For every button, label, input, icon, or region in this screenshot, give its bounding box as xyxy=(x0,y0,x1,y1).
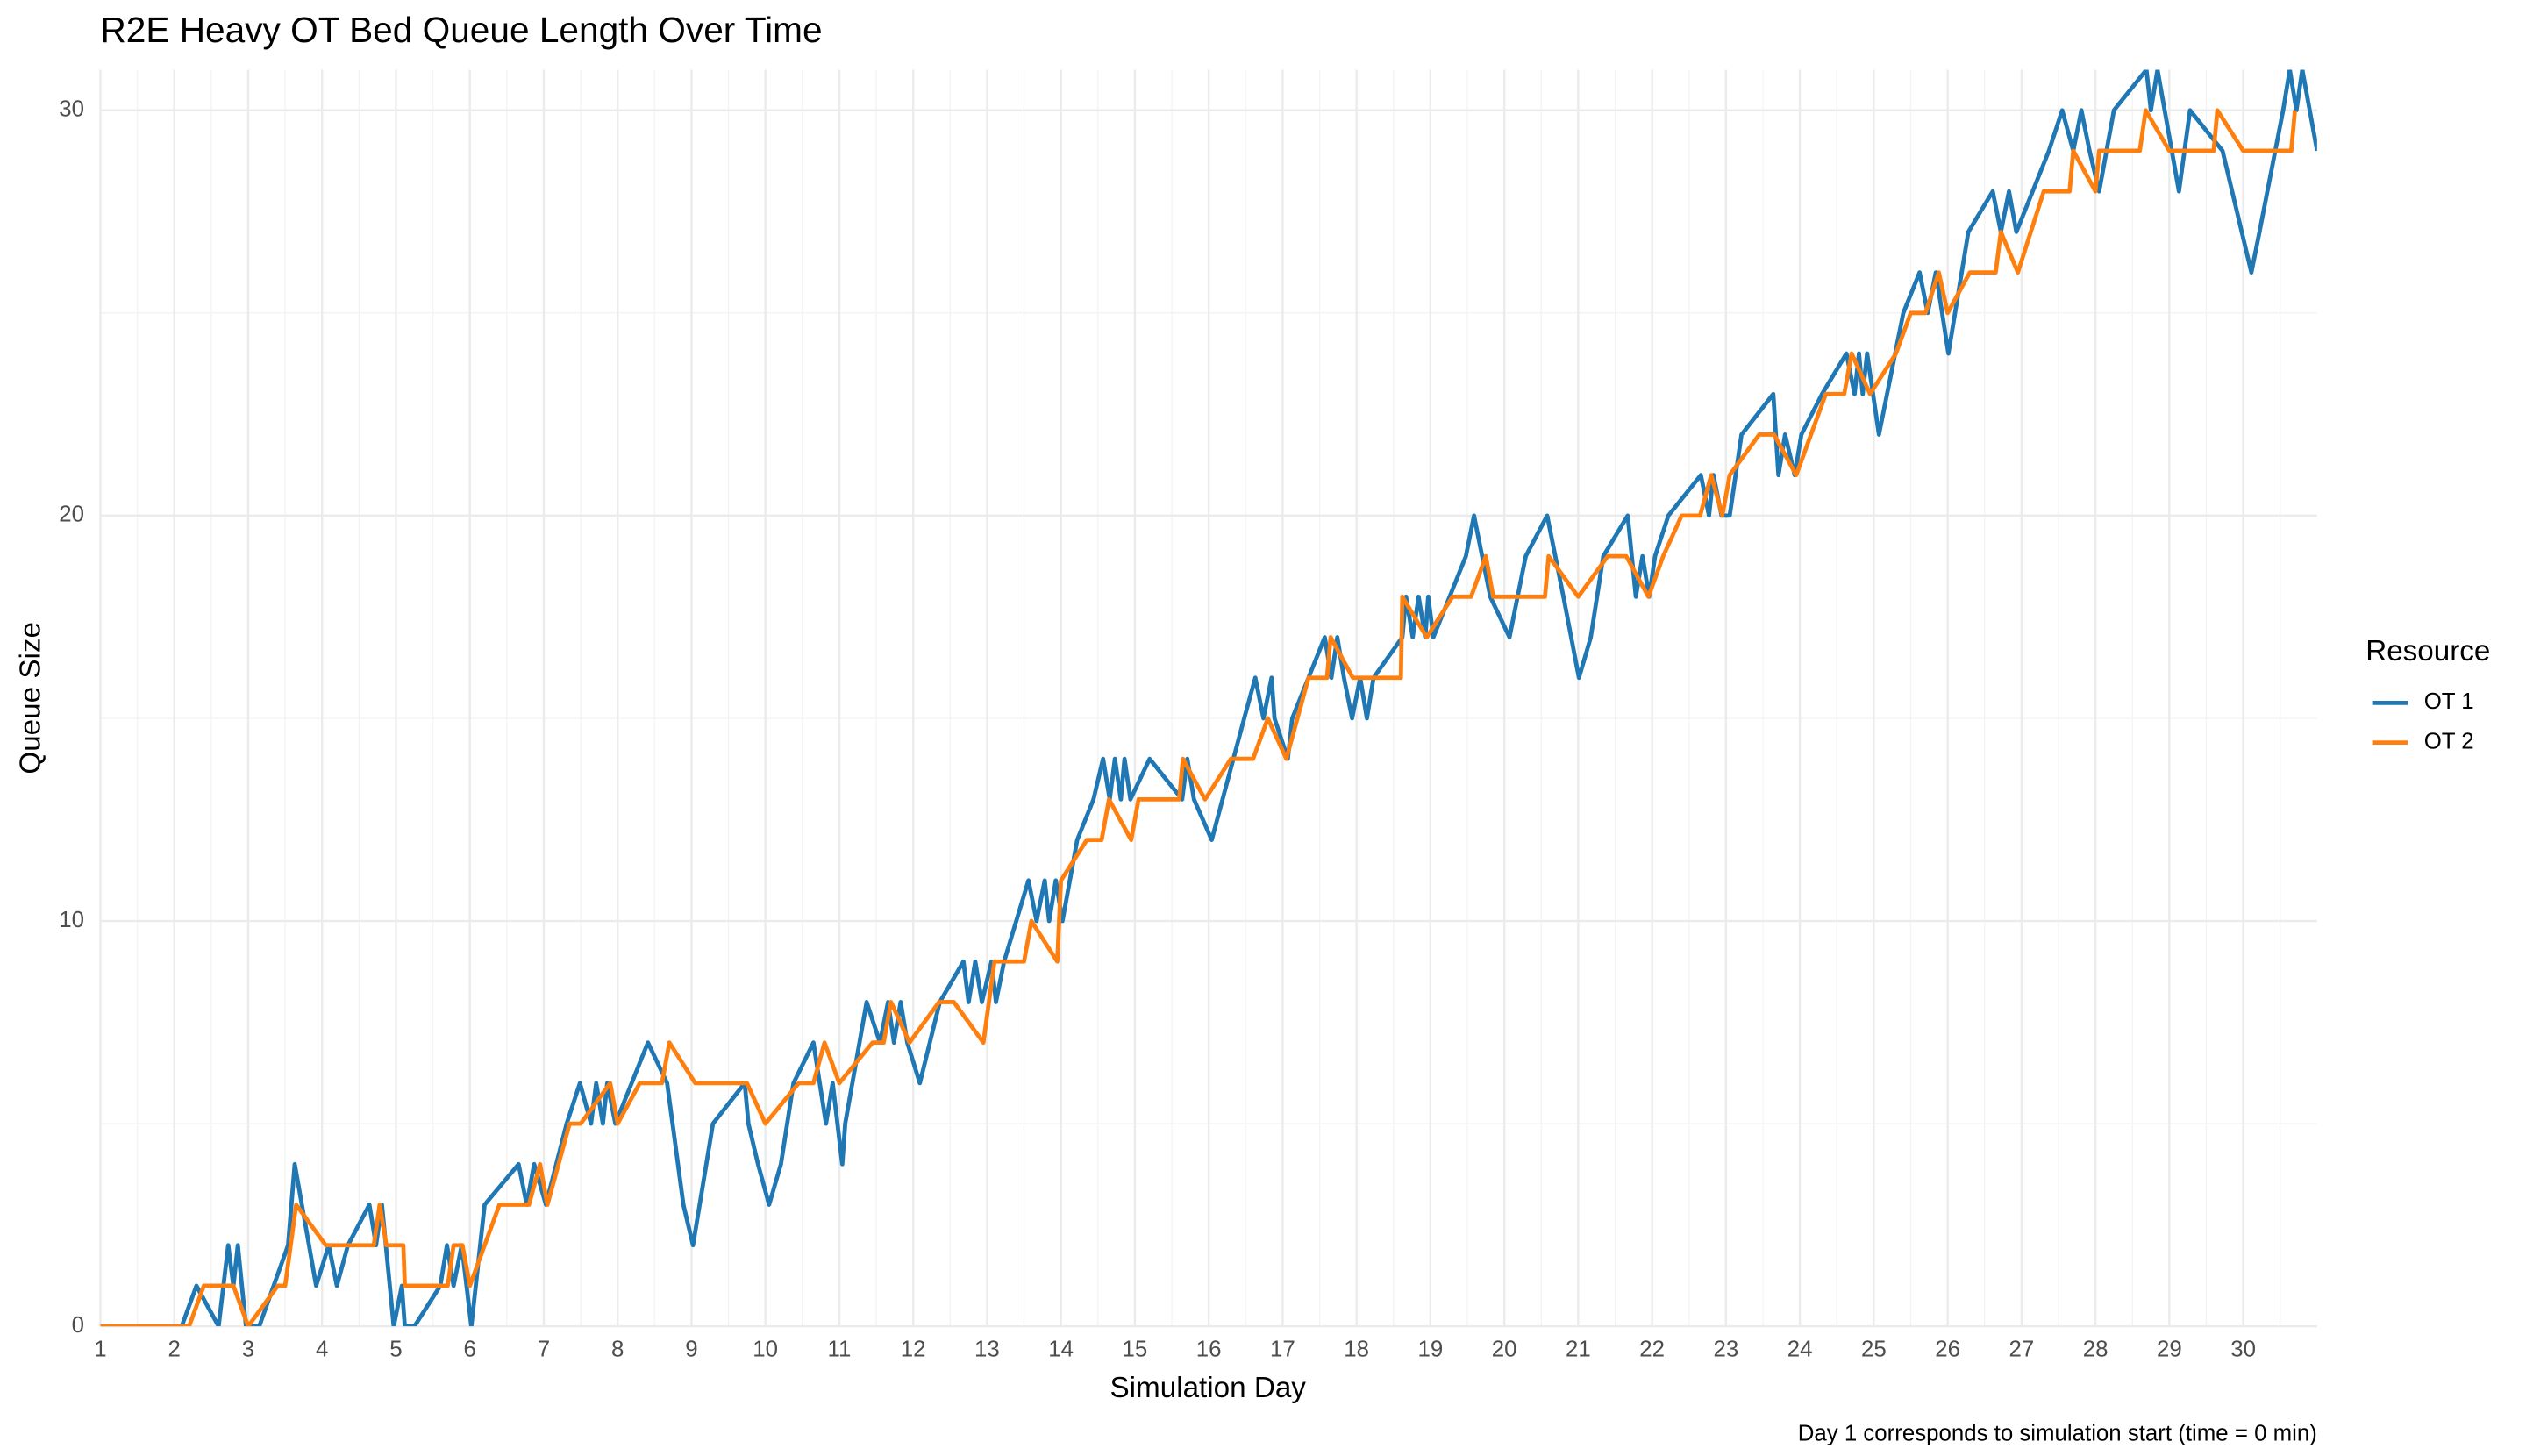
x-tick-label: 8 xyxy=(611,1338,624,1362)
legend-label: OT 2 xyxy=(2424,729,2474,753)
x-tick-label: 23 xyxy=(1714,1338,1739,1362)
x-tick-label: 19 xyxy=(1418,1338,1444,1362)
x-tick-label: 20 xyxy=(1492,1338,1517,1362)
x-tick-label: 6 xyxy=(464,1338,476,1362)
series-line xyxy=(100,108,2297,1327)
chart-title: R2E Heavy OT Bed Queue Length Over Time xyxy=(100,10,822,50)
x-tick-label: 17 xyxy=(1270,1338,1295,1362)
y-tick-label: 30 xyxy=(59,97,84,122)
legend-title: Resource xyxy=(2365,635,2490,667)
x-tick-label: 21 xyxy=(1566,1338,1591,1362)
y-axis-label: Queue Size xyxy=(15,622,47,774)
legend-label: OT 1 xyxy=(2424,689,2474,714)
series-line xyxy=(100,69,2317,1327)
x-tick-label: 16 xyxy=(1196,1338,1222,1362)
x-tick-label: 11 xyxy=(828,1338,852,1362)
x-tick-label: 28 xyxy=(2083,1338,2109,1362)
x-tick-label: 29 xyxy=(2157,1338,2182,1362)
x-tick-label: 26 xyxy=(1935,1338,1960,1362)
x-tick-label: 22 xyxy=(1639,1338,1665,1362)
x-tick-label: 18 xyxy=(1344,1338,1369,1362)
y-tick-label: 0 xyxy=(72,1313,84,1338)
x-tick-label: 10 xyxy=(753,1338,778,1362)
x-tick-label: 14 xyxy=(1048,1338,1074,1362)
plot-area xyxy=(100,69,2317,1327)
y-tick-label: 20 xyxy=(59,503,84,527)
x-tick-label: 5 xyxy=(389,1338,402,1362)
caption: Day 1 corresponds to simulation start (t… xyxy=(1798,1422,2317,1446)
x-tick-label: 3 xyxy=(242,1338,254,1362)
x-tick-label: 24 xyxy=(1787,1338,1813,1362)
x-tick-label: 25 xyxy=(1861,1338,1887,1362)
x-tick-label: 4 xyxy=(316,1338,328,1362)
y-tick-label: 10 xyxy=(59,908,84,932)
grid xyxy=(99,69,2317,1328)
x-tick-label: 12 xyxy=(901,1338,926,1362)
x-tick-label: 27 xyxy=(2009,1338,2034,1362)
x-tick-label: 7 xyxy=(538,1338,550,1362)
x-tick-label: 13 xyxy=(974,1338,1000,1362)
x-tick-label: 2 xyxy=(168,1338,181,1362)
x-tick-label: 1 xyxy=(94,1338,106,1362)
x-tick-label: 30 xyxy=(2230,1338,2256,1362)
x-tick-label: 9 xyxy=(685,1338,697,1362)
x-tick-label: 15 xyxy=(1123,1338,1148,1362)
x-axis-label: Simulation Day xyxy=(1110,1372,1307,1404)
